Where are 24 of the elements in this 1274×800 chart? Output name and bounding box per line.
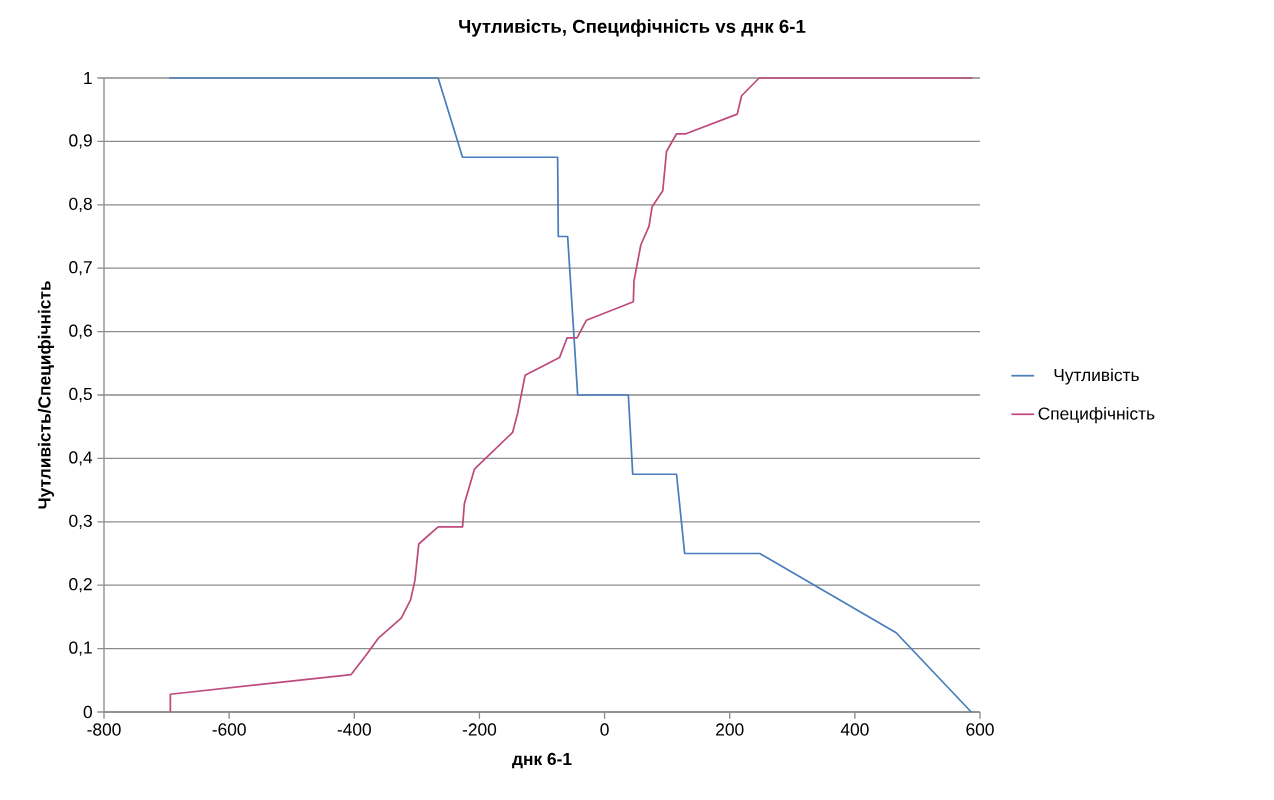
y-tick-label: 0 bbox=[83, 705, 92, 719]
chart-title: Чутливість, Специфічність vs днк 6-1 bbox=[459, 19, 806, 37]
y-tick-label: 0,8 bbox=[69, 197, 92, 212]
x-tick-label: 0 bbox=[600, 723, 609, 736]
y-tick-label: 0,6 bbox=[69, 324, 92, 339]
x-tick-label: -600 bbox=[212, 723, 246, 736]
x-tick-label: 400 bbox=[840, 723, 869, 736]
x-tick-label: 600 bbox=[966, 723, 994, 736]
y-tick-label: 1 bbox=[84, 72, 92, 84]
x-tick-label: -400 bbox=[337, 723, 371, 736]
y-tick-label: 0,9 bbox=[69, 134, 92, 149]
legend-label: Чутливість bbox=[1054, 368, 1139, 385]
y-axis-title: Чутливість/Специфічність bbox=[37, 281, 55, 509]
legend-label: Специфічність bbox=[1038, 406, 1155, 424]
x-tick-label: -200 bbox=[462, 723, 497, 736]
x-tick-label: -800 bbox=[87, 723, 121, 736]
y-tick-label: 0,7 bbox=[69, 261, 92, 276]
y-tick-label: 0,3 bbox=[69, 514, 92, 529]
y-tick-label: 0,2 bbox=[69, 578, 92, 593]
y-tick-label: 0,5 bbox=[69, 387, 92, 403]
y-tick-label: 0,4 bbox=[69, 451, 93, 466]
x-tick-label: 200 bbox=[716, 723, 744, 736]
y-tick-label: 0,1 bbox=[69, 641, 92, 656]
x-axis-title: днк 6-1 bbox=[512, 752, 572, 769]
